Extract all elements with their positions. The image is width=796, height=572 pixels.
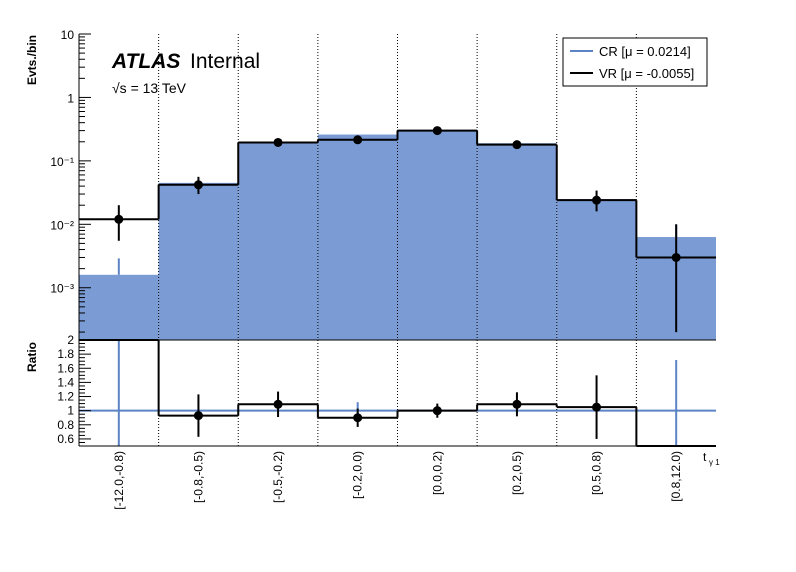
legend: CR [μ = 0.0214] VR [μ = -0.0055] [562,37,708,87]
ratio-y-tick-label: 1.6 [57,361,74,375]
xlabel-subscript: γ 1 [709,458,720,467]
vr-point [592,195,602,205]
cr-bar [158,182,239,340]
x-tick-label: [0.0,0.2) [430,451,444,495]
x-tick-label: [0.5,0.8) [590,451,604,495]
atlas-brand: ATLAS [111,50,180,73]
cr-bar [317,134,398,340]
cr-bar [397,129,478,340]
atlas-label: Internal [190,50,260,73]
ratio-y-tick-label: 1.4 [57,375,74,389]
ratio-y-tick-label: 2 [67,333,74,347]
energy-label: √s = 13 TeV [112,80,187,96]
ratio-point [512,399,522,409]
cr-bar [556,199,637,340]
cr-bar [79,274,159,340]
ratio-point [193,411,203,421]
vr-point [512,140,522,150]
main-ylabel: Evts./bin [25,35,39,85]
cr-bar [238,141,318,340]
main-y-tick-label: 1 [67,91,74,105]
ratio-point [592,402,602,412]
legend-cr-label: CR [μ = 0.0214] [599,44,691,59]
x-tick-label: [0.8,12.0) [669,451,683,502]
vr-point [114,214,124,224]
legend-box [562,37,708,87]
x-tick-label: [-0.8,-0.5) [191,451,205,503]
vr-point [193,180,203,190]
legend-vr-label: VR [μ = -0.0055] [599,66,694,81]
ratio-ylabel: Ratio [25,342,39,372]
ratio-point [273,399,283,409]
vr-point [353,135,363,145]
main-y-tick-label: 10⁻³ [50,282,74,296]
xlabel: t [703,450,707,464]
ratio-y-tick-label: 1.8 [57,347,74,361]
x-tick-label: [-12.0,-0.8) [112,451,126,510]
ratio-y-tick-label: 0.6 [57,432,74,446]
x-tick-label: [-0.2,0.0) [351,451,365,499]
ratio-y-tick-label: 1.2 [57,390,74,404]
vr-point [273,137,283,147]
ratio-y-tick-label: 0.8 [57,418,74,432]
ratio-point [432,406,442,416]
main-y-tick-label: 10 [61,28,75,42]
vr-point [432,126,442,136]
ratio-panel: 0.60.811.21.41.61.82 [-12.0,-0.8) [-0.8,-0… [57,333,716,510]
ratio-point [353,413,363,423]
x-tick-label: [-0.5,-0.2) [271,451,285,503]
main-panel: 10⁻³ 10⁻² 10⁻¹ 1 10 [50,28,716,341]
main-y-tick-label: 10⁻¹ [50,155,74,169]
x-tick-label: [0.2,0.5) [510,451,524,495]
ratio-y-tick-label: 1 [67,404,74,418]
main-y-tick-label: 10⁻² [50,218,74,232]
vr-point [671,252,681,262]
cr-bar [477,143,557,340]
